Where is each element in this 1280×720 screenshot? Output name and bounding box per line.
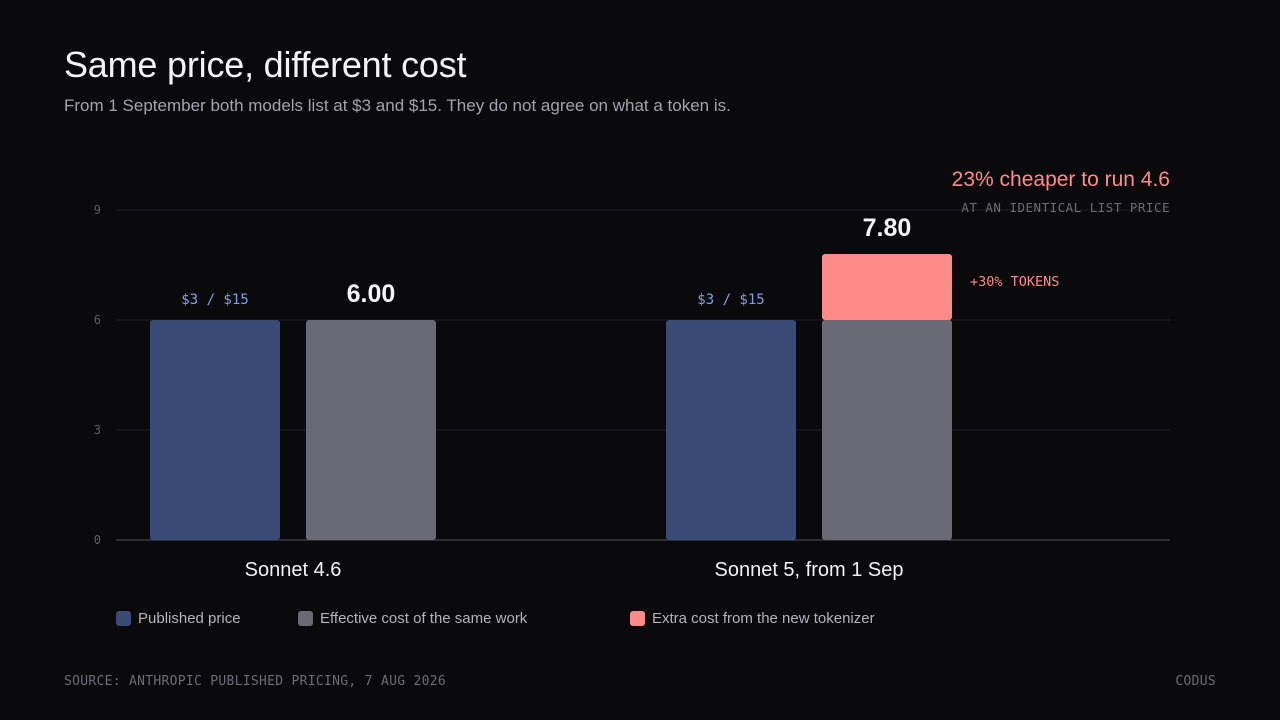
y-tick-label: 6: [94, 313, 101, 327]
y-tick-label: 0: [94, 533, 101, 547]
bar-effective: [306, 320, 436, 540]
total-value-label: 7.80: [863, 214, 912, 242]
source-note: SOURCE: ANTHROPIC PUBLISHED PRICING, 7 A…: [64, 674, 446, 689]
x-category-label: Sonnet 5, from 1 Sep: [714, 559, 903, 581]
legend-label-extra: Extra cost from the new tokenizer: [652, 610, 875, 627]
x-category-label: Sonnet 4.6: [245, 559, 342, 581]
legend-swatch-effective: [298, 611, 313, 626]
y-tick-label: 9: [94, 203, 101, 217]
legend-item-extra: Extra cost from the new tokenizer: [630, 610, 875, 627]
y-tick-label: 3: [94, 423, 101, 437]
legend-item-effective: Effective cost of the same work: [298, 610, 527, 627]
bar-effective: [822, 320, 952, 540]
page-title: Same price, different cost: [64, 44, 467, 85]
legend-label-effective: Effective cost of the same work: [320, 610, 528, 627]
bar-published: [150, 320, 280, 540]
bar-extra: [822, 254, 952, 320]
legend-label-published: Published price: [138, 610, 241, 627]
total-value-label: 6.00: [347, 280, 396, 308]
legend-swatch-extra: [630, 611, 645, 626]
callout-headline: 23% cheaper to run 4.6: [952, 168, 1170, 191]
callout-subline: AT AN IDENTICAL LIST PRICE: [961, 200, 1170, 215]
extra-tokens-annotation: +30% TOKENS: [970, 274, 1059, 290]
published-price-label: $3 / $15: [697, 292, 764, 308]
page-subtitle: From 1 September both models list at $3 …: [64, 96, 731, 115]
legend-swatch-published: [116, 611, 131, 626]
bar-published: [666, 320, 796, 540]
published-price-label: $3 / $15: [181, 292, 248, 308]
brand-mark: CODUS: [1175, 674, 1216, 689]
legend-item-published: Published price: [116, 610, 241, 627]
